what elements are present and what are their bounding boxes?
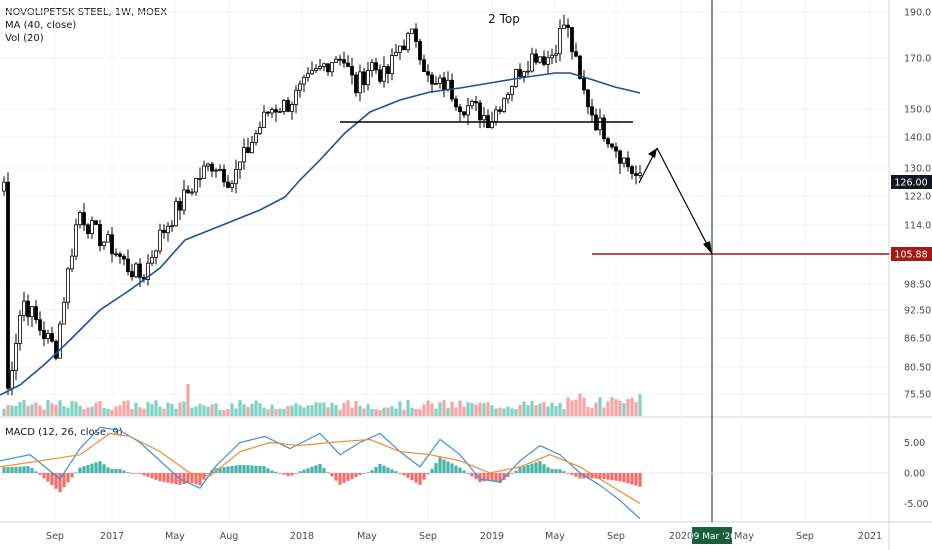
time-tick-label: May xyxy=(545,531,565,542)
projection-arrows[interactable] xyxy=(638,147,713,255)
macd-tick-label: 0.00 xyxy=(904,469,925,480)
volume-bars xyxy=(2,384,642,416)
grid xyxy=(0,0,889,522)
time-tick-label: Sep xyxy=(46,531,64,542)
price-tick-label: 140.00 xyxy=(904,133,932,144)
cursor-date-tag: 09 Mar '20 xyxy=(688,527,736,544)
time-axis[interactable]: Sep 2017 May Aug 2018 May Sep 2019 May Sep 2020 Sep… xyxy=(46,531,882,542)
time-tick-label: 2018 xyxy=(290,531,314,542)
svg-text:09 Mar '20: 09 Mar '20 xyxy=(688,532,736,542)
time-tick-label: May xyxy=(734,531,754,542)
time-tick-label: Sep xyxy=(796,531,814,542)
svg-text:126.00: 126.00 xyxy=(894,178,927,189)
candles xyxy=(2,14,642,396)
macd-line xyxy=(0,426,641,520)
ma-line xyxy=(0,72,641,396)
price-tick-label: 130.00 xyxy=(904,164,932,175)
target-price-tag: 105.88 xyxy=(891,247,932,261)
time-tick-label: 2021 xyxy=(858,531,882,542)
price-tick-label: 190.00 xyxy=(904,8,932,19)
price-tick-label: 122.00 xyxy=(904,192,932,203)
ma-legend[interactable]: MA (40, close) xyxy=(5,20,77,31)
price-tick-label: 170.00 xyxy=(904,54,932,65)
signal-line xyxy=(0,432,641,505)
time-tick-label: Sep xyxy=(419,531,437,542)
time-tick-label: Sep xyxy=(607,531,625,542)
macd-legend[interactable]: MACD (12, 26, close, 9) xyxy=(5,427,123,438)
time-tick-label: May xyxy=(165,531,185,542)
time-tick-label: Aug xyxy=(220,531,239,542)
last-price-tag: 126.00 xyxy=(891,175,932,189)
price-tick-label: 98.50 xyxy=(904,280,931,291)
pattern-label: 2 Top xyxy=(488,12,520,26)
macd-tick-label: 5.00 xyxy=(904,438,925,449)
time-tick-label: 2019 xyxy=(480,531,504,542)
price-tick-label: 92.50 xyxy=(904,306,931,317)
price-tick-label: 80.50 xyxy=(904,363,931,374)
svg-text:105.88: 105.88 xyxy=(894,250,927,261)
macd-tick-label: -5.00 xyxy=(904,499,929,510)
time-tick-label: May xyxy=(357,531,377,542)
price-tick-label: 75.50 xyxy=(904,390,931,401)
price-axis[interactable]: 190.00 170.00 150.00 140.00 130.00 122.00 114.… xyxy=(904,8,932,401)
price-tick-label: 150.00 xyxy=(904,105,932,116)
price-tick-label: 114.00 xyxy=(904,221,932,232)
time-tick-label: 2017 xyxy=(100,531,124,542)
macd-axis[interactable]: 5.00 0.00 -5.00 xyxy=(904,438,929,510)
time-tick-label: 2020 xyxy=(669,531,693,542)
vol-legend[interactable]: Vol (20) xyxy=(5,33,44,44)
price-tick-label: 86.50 xyxy=(904,334,931,345)
macd-histogram xyxy=(2,457,642,493)
